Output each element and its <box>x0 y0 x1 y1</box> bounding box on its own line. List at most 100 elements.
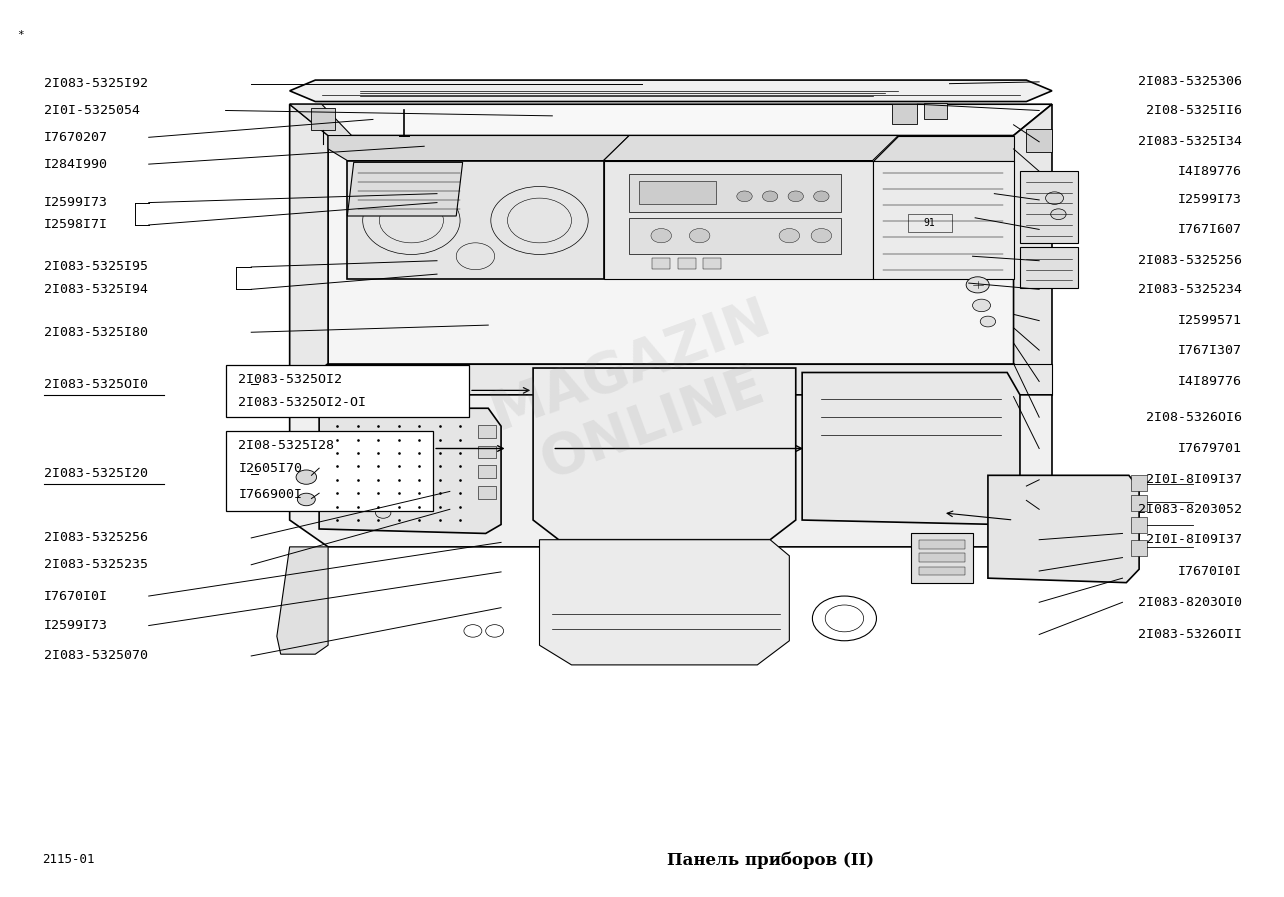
Circle shape <box>763 191 778 202</box>
Text: 2I0I-8I09I37: 2I0I-8I09I37 <box>1145 474 1242 486</box>
Text: 2I083-5325256: 2I083-5325256 <box>1138 254 1242 267</box>
Circle shape <box>651 229 672 243</box>
Polygon shape <box>277 547 329 654</box>
Text: 2I08-5325I28: 2I08-5325I28 <box>239 440 334 452</box>
Text: I2599I73: I2599I73 <box>44 619 108 632</box>
Text: 2I083-5325256: 2I083-5325256 <box>44 531 148 544</box>
Text: 2I083-5325235: 2I083-5325235 <box>44 558 148 571</box>
Bar <box>1131 518 1147 534</box>
Text: I2599I73: I2599I73 <box>1177 194 1242 206</box>
Text: I4I89776: I4I89776 <box>1177 375 1242 388</box>
Bar <box>919 567 964 576</box>
Circle shape <box>737 191 752 202</box>
Text: 2I0I-5325054: 2I0I-5325054 <box>44 104 140 117</box>
Text: 2I083-5325OI2: 2I083-5325OI2 <box>239 373 343 386</box>
Polygon shape <box>1013 104 1052 395</box>
Bar <box>226 431 433 511</box>
Polygon shape <box>802 372 1019 525</box>
Text: I2598I7I: I2598I7I <box>44 219 108 231</box>
Text: I766900I: I766900I <box>239 489 303 501</box>
Circle shape <box>966 277 989 293</box>
Text: 2I083-5325I92: 2I083-5325I92 <box>44 77 148 91</box>
Polygon shape <box>290 104 1052 135</box>
Text: 2I083-5326OII: 2I083-5326OII <box>1138 628 1242 641</box>
Polygon shape <box>290 104 360 144</box>
Polygon shape <box>290 363 1052 395</box>
Polygon shape <box>290 395 1052 547</box>
Bar <box>478 466 496 478</box>
Circle shape <box>980 316 995 327</box>
Circle shape <box>375 508 390 518</box>
Text: 2I083-8203052: 2I083-8203052 <box>1138 503 1242 516</box>
Text: 2I083-5325I34: 2I083-5325I34 <box>1138 135 1242 148</box>
Polygon shape <box>347 161 603 279</box>
Text: 2I083-8203OI0: 2I083-8203OI0 <box>1138 596 1242 609</box>
Text: MAGAZIN
ONLINE: MAGAZIN ONLINE <box>484 290 800 500</box>
Bar <box>226 365 469 417</box>
Bar <box>1026 129 1052 152</box>
Text: I284I990: I284I990 <box>44 158 108 170</box>
Text: I767I607: I767I607 <box>1177 223 1242 236</box>
Bar <box>1131 495 1147 511</box>
Text: I2599571: I2599571 <box>1177 314 1242 327</box>
Text: 91: 91 <box>923 218 935 228</box>
Text: I2599I73: I2599I73 <box>44 196 108 209</box>
Text: *: * <box>17 30 23 40</box>
Bar <box>919 553 964 562</box>
Bar <box>678 258 696 269</box>
Polygon shape <box>873 135 1013 161</box>
Bar <box>312 108 335 130</box>
Circle shape <box>779 229 800 243</box>
Bar <box>909 214 951 232</box>
Circle shape <box>298 493 316 506</box>
Text: 2I083-5325I80: 2I083-5325I80 <box>44 326 148 339</box>
Text: I7670I0I: I7670I0I <box>1177 564 1242 578</box>
Circle shape <box>814 191 829 202</box>
Polygon shape <box>329 135 1013 363</box>
Polygon shape <box>290 80 1052 101</box>
Bar <box>1131 540 1147 556</box>
Text: 2I083-5325I94: 2I083-5325I94 <box>44 283 148 296</box>
Bar <box>639 181 716 205</box>
Polygon shape <box>873 161 1013 279</box>
Bar <box>919 540 964 549</box>
Text: 2115-01: 2115-01 <box>42 853 95 867</box>
Text: 2I083-5325I95: 2I083-5325I95 <box>44 260 148 274</box>
Polygon shape <box>539 540 790 665</box>
Text: 2I083-5325234: 2I083-5325234 <box>1138 283 1242 296</box>
Circle shape <box>811 229 832 243</box>
Bar <box>704 258 722 269</box>
Bar <box>892 104 918 124</box>
Bar <box>478 446 496 458</box>
Bar <box>478 486 496 499</box>
Text: I7670I0I: I7670I0I <box>44 589 108 603</box>
Bar <box>652 258 670 269</box>
Text: I2605I70: I2605I70 <box>239 462 303 475</box>
Circle shape <box>690 229 710 243</box>
Bar <box>478 425 496 438</box>
Text: 2I083-5325070: 2I083-5325070 <box>44 649 148 663</box>
Circle shape <box>972 300 990 311</box>
Text: 2I0I-8I09I37: 2I0I-8I09I37 <box>1145 533 1242 546</box>
Text: I7679701: I7679701 <box>1177 442 1242 455</box>
Polygon shape <box>603 161 873 279</box>
Circle shape <box>1050 209 1066 220</box>
Circle shape <box>297 470 317 484</box>
Text: I7670207: I7670207 <box>44 131 108 144</box>
Circle shape <box>336 381 353 394</box>
Polygon shape <box>347 162 462 216</box>
Text: I4I89776: I4I89776 <box>1177 165 1242 178</box>
Bar <box>629 174 841 212</box>
Polygon shape <box>1019 171 1077 243</box>
Circle shape <box>1045 192 1063 205</box>
Text: 2I08-5325II6: 2I08-5325II6 <box>1145 104 1242 117</box>
Text: I767I307: I767I307 <box>1177 344 1242 357</box>
Polygon shape <box>987 475 1139 583</box>
Bar <box>629 218 841 254</box>
Circle shape <box>788 191 804 202</box>
Polygon shape <box>603 135 899 161</box>
Bar <box>924 103 946 119</box>
Bar <box>1131 475 1147 492</box>
Polygon shape <box>533 368 796 540</box>
Text: 2I083-5325OI2-OI: 2I083-5325OI2-OI <box>239 396 366 409</box>
